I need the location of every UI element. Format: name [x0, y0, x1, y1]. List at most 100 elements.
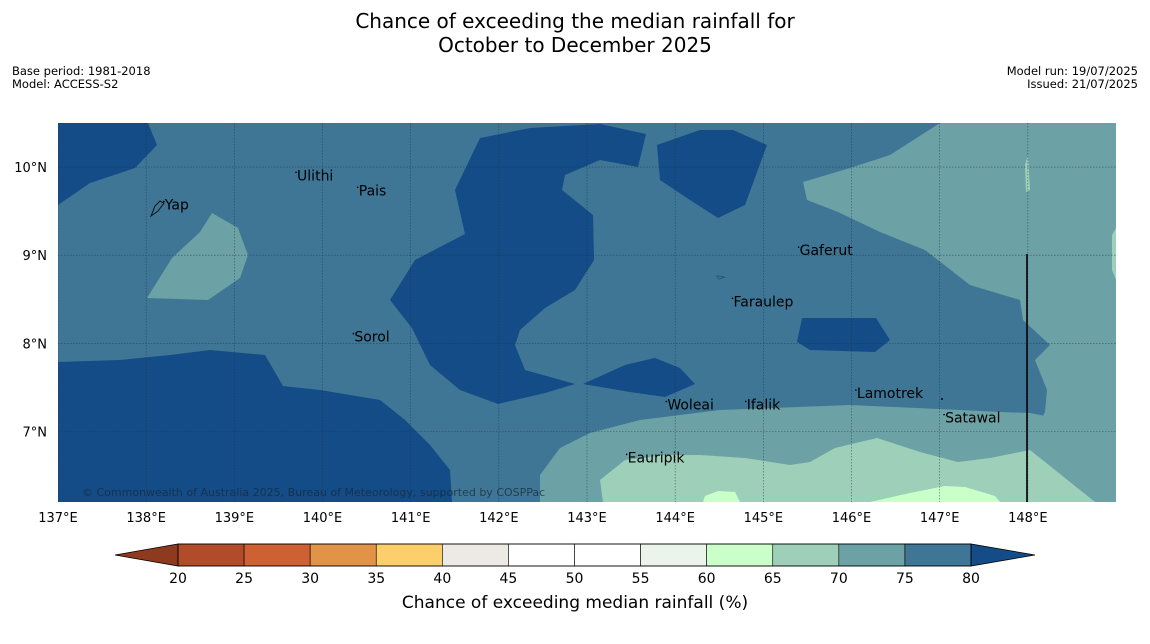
- islet-marker: [941, 398, 943, 400]
- title-line-2: October to December 2025: [438, 33, 712, 57]
- model-run-text: Model run: 19/07/2025: [1006, 64, 1138, 78]
- place-label: Pais: [359, 183, 387, 199]
- place-marker: [855, 389, 857, 391]
- colorbar-tick-label: 25: [235, 571, 253, 587]
- lat-tick-label: 9°N: [23, 249, 48, 264]
- run-info: Model run: 19/07/2025 Issued: 21/07/2025: [1007, 65, 1138, 91]
- lon-tick-label: 143°E: [567, 511, 607, 526]
- region-65-70-right: [803, 123, 1116, 502]
- lat-tick-label: 7°N: [23, 425, 48, 440]
- colorbar-bin: [772, 543, 840, 567]
- region-75-80-bottomleft: [58, 350, 452, 502]
- region-75-80-topleft: [58, 123, 157, 205]
- region-75-80-right: [797, 318, 890, 352]
- islet-marker: [715, 275, 726, 280]
- colorbar-tick-label: 75: [896, 571, 914, 587]
- lat-tick-label: 8°N: [23, 337, 48, 352]
- colorbar-tick-label: 70: [830, 571, 848, 587]
- colorbar-bin: [574, 543, 641, 567]
- colorbar-tick-label: 65: [764, 571, 782, 587]
- place-label: Lamotrek: [857, 386, 924, 402]
- place-labels: Yap Ulithi Pais Sorol Gaferut Faraulep Woleai I…: [163, 168, 1001, 466]
- region-55-60-a: [703, 491, 740, 502]
- model-text: Model: ACCESS-S2: [12, 77, 119, 91]
- base-period-text: Base period: 1981-2018: [12, 64, 151, 78]
- colorbar-bin: [309, 543, 377, 567]
- place-label: Sorol: [354, 330, 389, 346]
- lon-tick-label: 137°E: [38, 511, 78, 526]
- colorbar-under-triangle: [114, 543, 179, 567]
- region-55-60-b: [870, 486, 1000, 502]
- colorbar-bin: [508, 543, 575, 567]
- place-label: Faraulep: [733, 294, 793, 310]
- place-marker: [943, 413, 945, 416]
- place-marker: [625, 453, 628, 456]
- lon-tick-label: 145°E: [744, 511, 784, 526]
- colorbar-over-triangle: [970, 543, 1036, 567]
- place-label: Ifalik: [747, 397, 781, 413]
- colorbar-frame: [177, 543, 972, 567]
- colorbar: 20 25 30 35 40 45 50 55 60 65 70 75 80: [114, 543, 1036, 587]
- lon-tick-label: 138°E: [126, 511, 166, 526]
- place-marker: [744, 400, 747, 403]
- colorbar-tick-label: 50: [566, 571, 584, 587]
- colorbar-tick-label: 55: [632, 571, 650, 587]
- colorbar-bin: [706, 543, 774, 567]
- lon-tick-label: 148°E: [1008, 511, 1048, 526]
- colorbar-tick-label: 60: [698, 571, 716, 587]
- colorbar-tick-label: 80: [962, 571, 980, 587]
- title-line-1: Chance of exceeding the median rainfall …: [355, 9, 795, 33]
- lon-tick-label: 147°E: [920, 511, 960, 526]
- map-area: Yap Ulithi Pais Sorol Gaferut Faraulep Woleai I…: [58, 123, 1116, 502]
- colorbar-bin: [838, 543, 906, 567]
- colorbar-tick-label: 35: [367, 571, 385, 587]
- colorbar-tick-label: 45: [500, 571, 518, 587]
- colorbar-bin: [904, 543, 972, 567]
- place-label: Gaferut: [800, 243, 854, 259]
- colorbar-bin: [640, 543, 707, 567]
- map-gridlines: [58, 123, 1116, 502]
- colorbar-bin: [177, 543, 245, 567]
- region-65-70-left: [147, 213, 248, 300]
- issued-text: Issued: 21/07/2025: [1027, 77, 1138, 91]
- place-label: Woleai: [667, 397, 714, 413]
- lon-tick-label: 140°E: [303, 511, 343, 526]
- place-label: Yap: [164, 197, 189, 213]
- lon-tick-label: 139°E: [215, 511, 255, 526]
- base-info: Base period: 1981-2018 Model: ACCESS-S2: [12, 65, 151, 91]
- region-75-80-upper-right: [657, 130, 767, 218]
- place-marker: [356, 186, 359, 189]
- region-75-80-center: [390, 124, 646, 404]
- lat-tick-label: 10°N: [14, 161, 47, 176]
- place-marker: [665, 400, 668, 403]
- colorbar-label: Chance of exceeding median rainfall (%): [401, 593, 749, 613]
- region-60-65-spot: [1025, 155, 1030, 192]
- yap-island-outline: [149, 200, 165, 218]
- place-marker: [295, 171, 297, 174]
- lon-tick-label: 141°E: [391, 511, 431, 526]
- place-marker: [797, 246, 800, 249]
- lon-tick-label: 144°E: [655, 511, 695, 526]
- axis-tick-labels: 137°E 138°E 139°E 140°E 141°E 142°E 143°E 144°E…: [14, 161, 1047, 526]
- place-marker: [731, 297, 734, 300]
- place-marker: [352, 332, 355, 335]
- region-60-65-edge: [1112, 228, 1116, 280]
- place-label: Ulithi: [297, 168, 333, 184]
- lon-tick-label: 142°E: [479, 511, 519, 526]
- colorbar-tick-label: 40: [433, 571, 451, 587]
- island-outlines: [149, 200, 726, 280]
- colorbar-bin: [375, 543, 443, 567]
- colorbar-tick-label: 30: [301, 571, 319, 587]
- place-marker: [163, 200, 165, 203]
- place-label: Eauripik: [628, 450, 686, 466]
- region-60-65-south: [600, 438, 1095, 502]
- colorbar-tick-label: 20: [169, 571, 187, 587]
- lon-tick-label: 146°E: [832, 511, 872, 526]
- colorbar-bin: [243, 543, 311, 567]
- copyright-text: © Commonwealth of Australia 2025, Bureau…: [82, 486, 545, 499]
- chart-title: Chance of exceeding the median rainfall …: [0, 9, 1150, 57]
- colorbar-bin: [442, 543, 509, 567]
- region-75-80-middle: [583, 358, 695, 397]
- place-label: Satawal: [945, 411, 1000, 427]
